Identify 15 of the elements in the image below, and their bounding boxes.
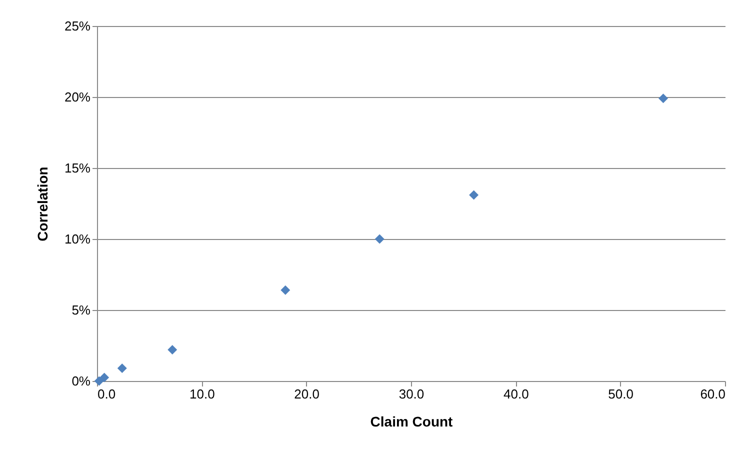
x-tick-label: 60.0 [700,386,726,402]
y-tick-label: 10% [64,232,91,246]
x-tick-label: 0.0 [98,386,116,402]
x-tick-label: 10.0 [190,386,215,402]
y-tick-label: 5% [72,302,91,318]
x-tick-label: 50.0 [608,386,634,402]
x-tick-label: 40.0 [504,386,529,402]
x-axis-title: Claim Count [370,414,454,430]
y-tick-label: 0% [72,374,91,388]
x-tick-label: 20.0 [294,386,320,402]
y-tick-label: 15% [64,160,91,176]
y-axis-title: Correlation [34,166,50,242]
y-tick-label: 20% [64,90,91,104]
x-tick-label: 30.0 [398,386,424,402]
y-tick-label: 25% [64,18,91,34]
